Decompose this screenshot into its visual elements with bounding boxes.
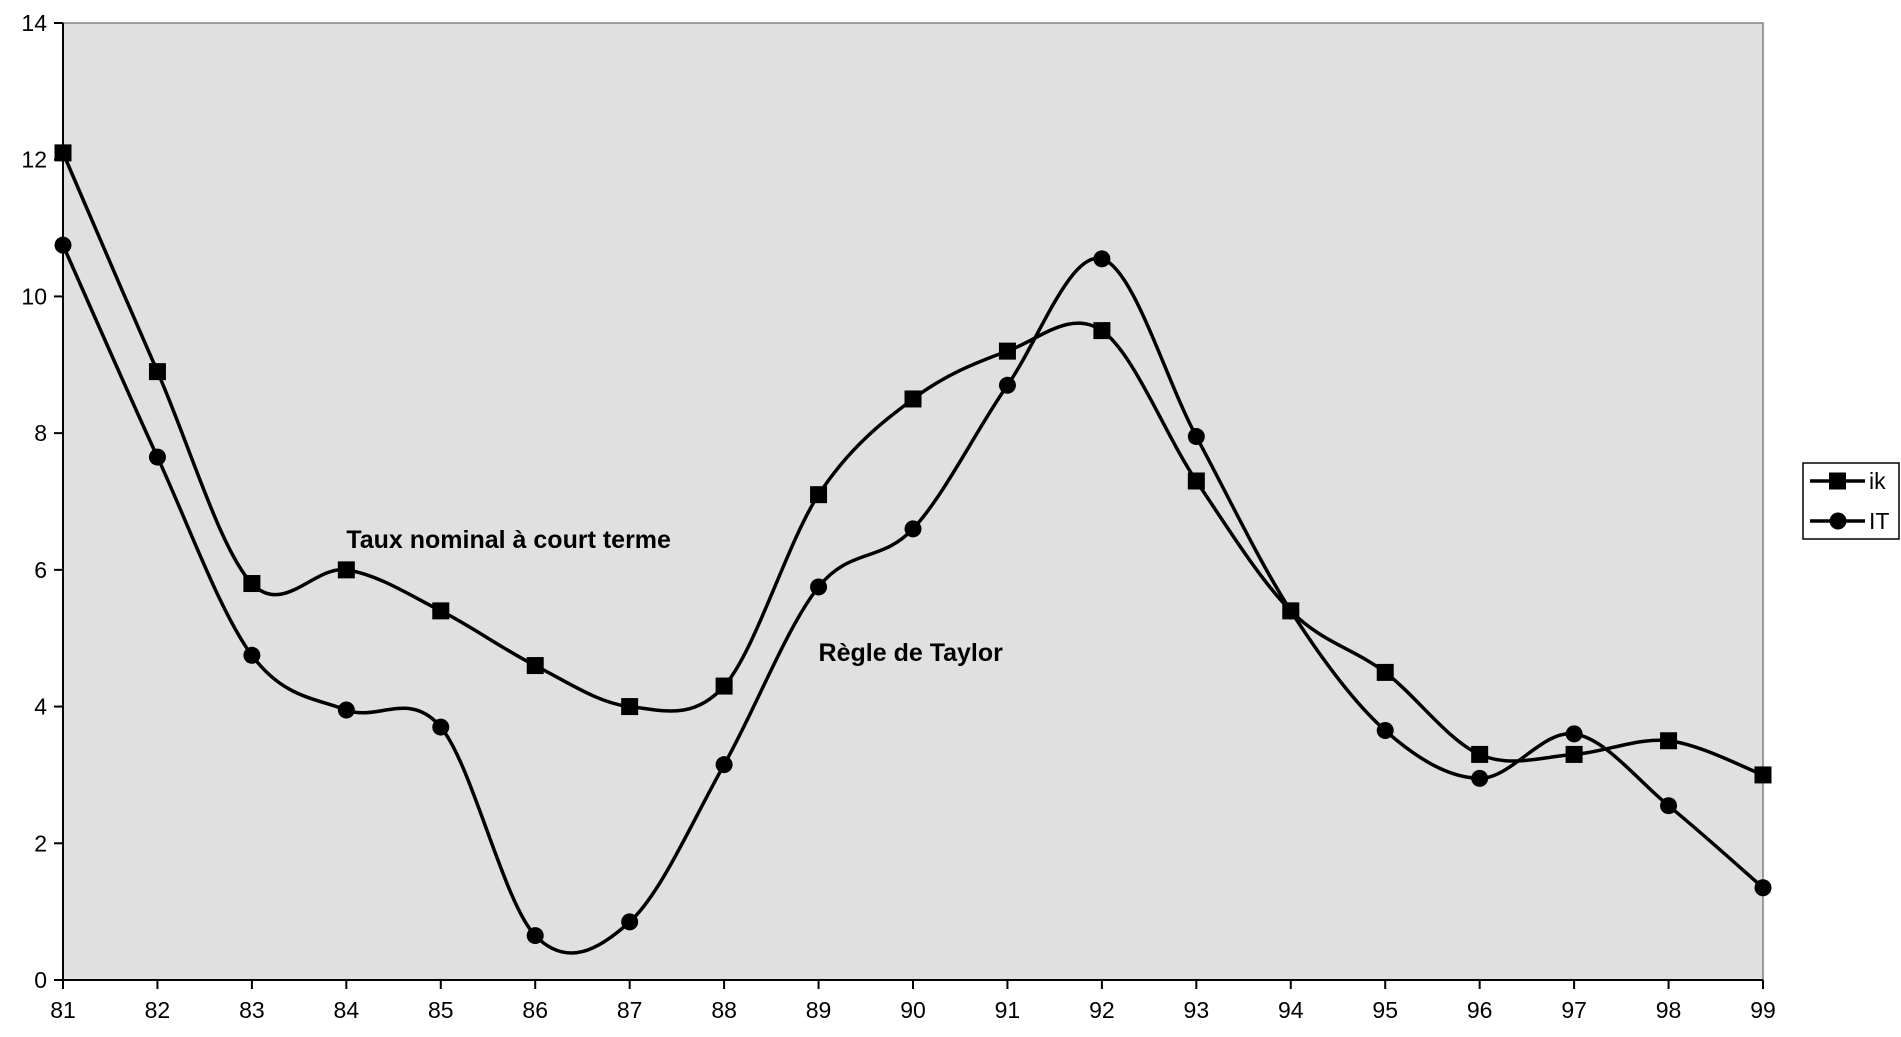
data-point-it	[337, 701, 355, 719]
data-point-ik	[998, 342, 1016, 360]
x-tick-label: 99	[1750, 997, 1776, 1023]
data-point-it	[1471, 769, 1489, 787]
x-tick-label: 89	[806, 997, 832, 1023]
x-tick-label: 91	[995, 997, 1021, 1023]
x-tick-label: 87	[617, 997, 643, 1023]
x-tick-label: 97	[1561, 997, 1587, 1023]
data-point-ik	[621, 698, 639, 716]
data-point-ik	[432, 602, 450, 620]
data-point-it	[715, 756, 733, 774]
x-tick-label: 96	[1467, 997, 1493, 1023]
legend-label-ik: ik	[1869, 468, 1886, 494]
data-point-ik	[54, 144, 72, 162]
data-point-it	[243, 646, 261, 664]
data-point-ik	[1565, 745, 1583, 763]
data-point-it	[1376, 721, 1394, 739]
x-tick-label: 94	[1278, 997, 1304, 1023]
data-point-ik	[1754, 766, 1772, 784]
data-point-ik	[1376, 663, 1394, 681]
data-point-ik	[337, 561, 355, 579]
y-tick-label: 14	[21, 10, 47, 36]
data-point-ik	[243, 575, 261, 593]
y-tick-label: 8	[34, 420, 47, 446]
x-tick-label: 90	[900, 997, 926, 1023]
series-line-ik	[61, 152, 1764, 777]
legend-circle-marker	[1829, 512, 1847, 530]
data-point-it	[432, 718, 450, 736]
axes: 0 2 4 6 8 10 12 14 81 82 83 84 85 86 87 88 89 90 91 92 93 94 9…	[21, 10, 1775, 1023]
data-point-ik	[715, 677, 733, 695]
data-point-it	[1565, 725, 1583, 743]
data-point-it	[54, 236, 72, 254]
x-tick-label: 93	[1184, 997, 1210, 1023]
y-tick-label: 4	[34, 694, 47, 720]
data-point-it	[1282, 602, 1300, 620]
x-tick-label: 82	[145, 997, 171, 1023]
plot-area	[62, 22, 1764, 981]
data-point-ik	[1660, 732, 1678, 750]
data-point-it	[904, 520, 922, 538]
annotation-taylor-rule: Règle de Taylor	[819, 639, 1004, 667]
y-tick-label: 12	[21, 147, 47, 173]
x-tick-label: 92	[1089, 997, 1115, 1023]
x-tick-label: 95	[1372, 997, 1398, 1023]
data-point-it	[1093, 250, 1111, 268]
legend-box	[1802, 462, 1900, 540]
y-tick-label: 0	[34, 967, 47, 993]
data-point-it	[998, 376, 1016, 394]
series-markers	[54, 144, 1772, 945]
y-tick-label: 2	[34, 830, 47, 856]
data-point-ik	[148, 363, 166, 381]
data-point-ik	[526, 657, 544, 675]
data-point-ik	[1471, 745, 1489, 763]
x-tick-label: 85	[428, 997, 454, 1023]
data-point-ik	[810, 486, 828, 504]
y-tick-label: 10	[21, 283, 47, 309]
data-point-it	[526, 927, 544, 945]
data-point-it	[1754, 879, 1772, 897]
data-point-it	[621, 913, 639, 931]
data-point-ik	[904, 390, 922, 408]
x-tick-label: 86	[522, 997, 548, 1023]
data-point-it	[1187, 428, 1205, 446]
data-point-it	[1660, 797, 1678, 815]
x-tick-label: 98	[1656, 997, 1682, 1023]
legend-square-marker	[1829, 472, 1846, 490]
annotations: Taux nominal à court terme Règle de Taylo…	[346, 526, 1003, 667]
x-tick-label: 81	[50, 997, 76, 1023]
annotation-short-term-rate: Taux nominal à court terme	[346, 526, 671, 554]
data-point-it	[148, 448, 166, 466]
x-tick-label: 83	[239, 997, 265, 1023]
x-tick-label: 88	[711, 997, 737, 1023]
x-tick-label: 84	[334, 997, 360, 1023]
data-point-ik	[1187, 472, 1205, 490]
data-point-it	[810, 578, 828, 596]
legend-label-it: IT	[1869, 508, 1889, 534]
data-point-ik	[1093, 322, 1111, 340]
legend: ik IT	[1802, 462, 1900, 540]
y-tick-label: 6	[34, 557, 47, 583]
